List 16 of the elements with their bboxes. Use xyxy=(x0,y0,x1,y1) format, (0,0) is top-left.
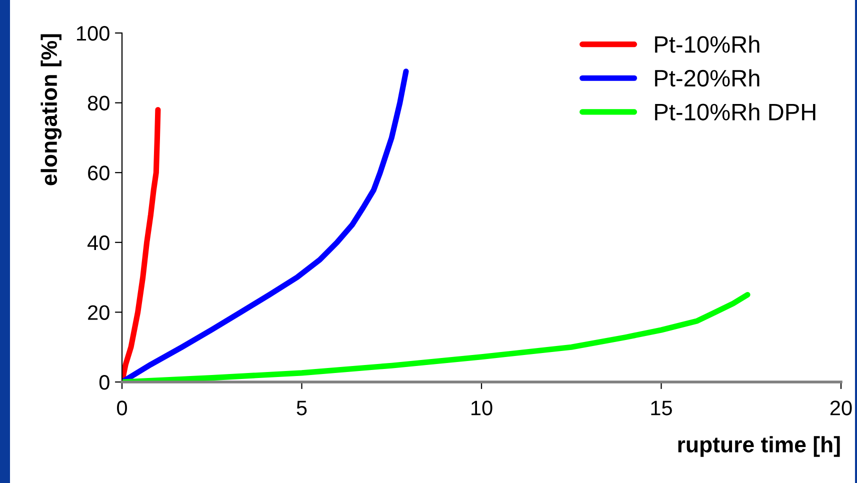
y-tick-label: 100 xyxy=(77,26,110,41)
x-axis-title: rupture time [h] xyxy=(678,436,840,457)
x-tick-label: 15 xyxy=(651,400,672,416)
x-tick-label: 20 xyxy=(830,400,852,416)
y-tick-label: 80 xyxy=(88,96,110,111)
y-tick-label: 60 xyxy=(88,166,110,180)
y-tick-label: 0 xyxy=(99,375,110,390)
legend-label: Pt-10%Rh DPH xyxy=(655,103,816,120)
legend-label: Pt-20%Rh xyxy=(655,69,760,87)
y-tick-label: 20 xyxy=(88,305,110,320)
y-axis-title: elongation [%] xyxy=(40,34,62,186)
legend-label: Pt-10%Rh xyxy=(655,35,760,53)
x-tick-label: 5 xyxy=(296,400,307,416)
x-tick-label: 0 xyxy=(117,400,127,416)
x-tick-label: 10 xyxy=(472,400,492,416)
y-tick-label: 40 xyxy=(88,235,110,250)
